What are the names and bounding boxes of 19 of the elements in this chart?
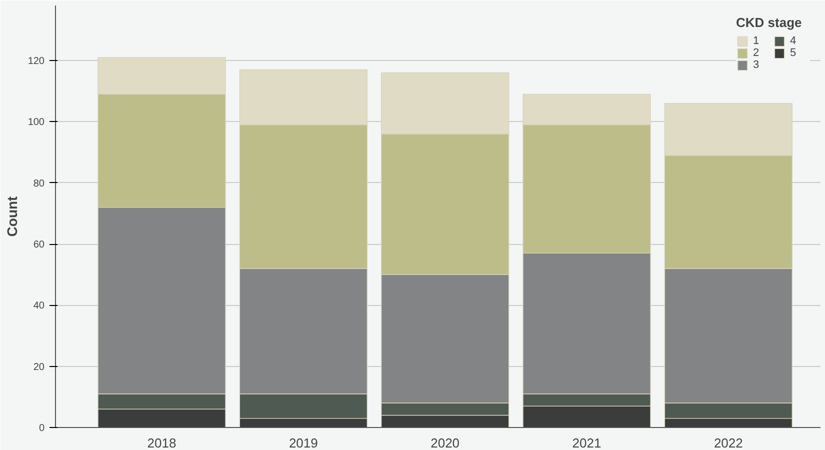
y-tick-label: 20 — [33, 362, 45, 373]
x-tick-label: 2019 — [288, 436, 318, 450]
legend-label: 4 — [790, 35, 798, 47]
legend-label: 3 — [753, 59, 760, 71]
y-tick-label: 0 — [38, 423, 45, 434]
legend-label: 5 — [790, 47, 798, 59]
x-tick-label: 2020 — [430, 436, 460, 450]
y-tick-label: 40 — [33, 300, 45, 312]
y-tick-label: 60 — [33, 240, 45, 251]
x-tick-label: 2021 — [572, 436, 602, 450]
legend-label: 1 — [753, 35, 760, 47]
y-axis-title: Count — [4, 196, 20, 237]
y-tick-label: 120 — [28, 56, 45, 68]
legend-title: CKD stage — [736, 15, 803, 30]
x-tick-label: 2018 — [147, 436, 176, 450]
legend-label: 2 — [753, 47, 760, 59]
y-tick-label: 100 — [28, 117, 45, 128]
y-tick-label: 80 — [33, 178, 45, 190]
x-tick-label: 2022 — [714, 436, 743, 450]
